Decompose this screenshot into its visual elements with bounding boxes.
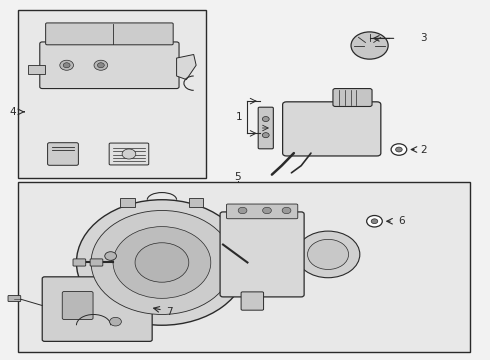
Polygon shape bbox=[176, 54, 196, 80]
Circle shape bbox=[296, 231, 360, 278]
Text: 1: 1 bbox=[236, 112, 243, 122]
FancyBboxPatch shape bbox=[73, 259, 86, 266]
FancyBboxPatch shape bbox=[226, 204, 298, 219]
Bar bbox=[18, 10, 206, 178]
Circle shape bbox=[63, 63, 70, 68]
Circle shape bbox=[282, 207, 291, 214]
FancyBboxPatch shape bbox=[241, 292, 264, 310]
Circle shape bbox=[395, 147, 402, 152]
Circle shape bbox=[60, 60, 74, 70]
Circle shape bbox=[391, 144, 407, 155]
Circle shape bbox=[122, 149, 136, 159]
FancyBboxPatch shape bbox=[46, 23, 173, 45]
Text: 4: 4 bbox=[10, 107, 16, 117]
FancyBboxPatch shape bbox=[62, 292, 93, 319]
Circle shape bbox=[371, 219, 378, 224]
Bar bbox=[18, 182, 470, 352]
Circle shape bbox=[308, 239, 348, 270]
FancyBboxPatch shape bbox=[220, 212, 304, 297]
Circle shape bbox=[94, 60, 108, 70]
Text: 5: 5 bbox=[234, 172, 241, 182]
Circle shape bbox=[91, 211, 233, 315]
Circle shape bbox=[98, 63, 104, 68]
FancyBboxPatch shape bbox=[258, 107, 273, 149]
Circle shape bbox=[135, 243, 189, 282]
FancyBboxPatch shape bbox=[109, 143, 149, 165]
FancyBboxPatch shape bbox=[283, 102, 381, 156]
Circle shape bbox=[113, 226, 211, 298]
FancyBboxPatch shape bbox=[40, 42, 179, 89]
FancyBboxPatch shape bbox=[42, 277, 152, 341]
Circle shape bbox=[238, 207, 247, 214]
FancyBboxPatch shape bbox=[126, 272, 144, 283]
Text: 2: 2 bbox=[420, 144, 427, 154]
FancyBboxPatch shape bbox=[90, 259, 103, 266]
FancyBboxPatch shape bbox=[189, 198, 203, 207]
Text: 3: 3 bbox=[420, 33, 427, 43]
FancyBboxPatch shape bbox=[8, 296, 21, 302]
FancyBboxPatch shape bbox=[48, 143, 78, 165]
FancyBboxPatch shape bbox=[121, 198, 135, 207]
Circle shape bbox=[367, 216, 382, 227]
Circle shape bbox=[76, 200, 247, 325]
Circle shape bbox=[105, 252, 117, 260]
Circle shape bbox=[262, 133, 269, 138]
Circle shape bbox=[262, 117, 269, 122]
Text: 6: 6 bbox=[398, 216, 405, 226]
Text: 7: 7 bbox=[166, 307, 172, 316]
Bar bbox=[27, 65, 45, 74]
FancyBboxPatch shape bbox=[333, 89, 372, 107]
Circle shape bbox=[263, 207, 271, 214]
Circle shape bbox=[351, 32, 388, 59]
Circle shape bbox=[110, 318, 122, 326]
